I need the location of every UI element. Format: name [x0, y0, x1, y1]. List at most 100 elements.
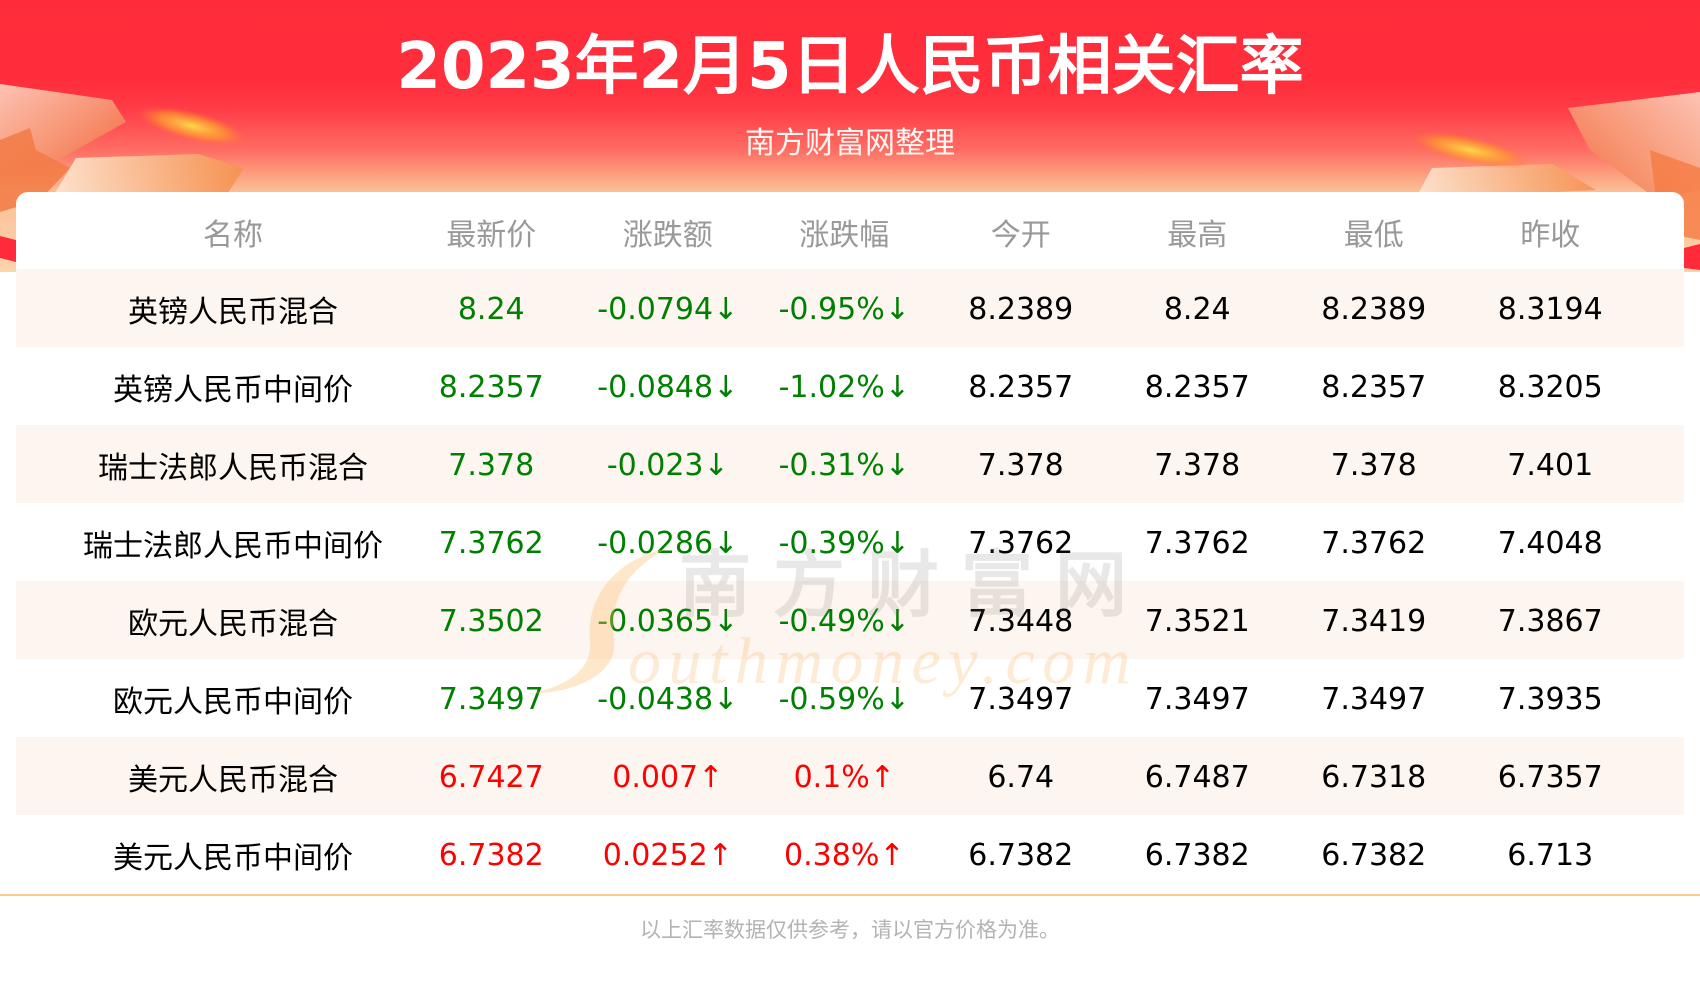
change-percent: 0.38%↑ [756, 836, 933, 873]
prev-close-price: 6.7357 [1497, 759, 1603, 795]
open-price: 7.3448 [968, 603, 1074, 639]
change-amount-value: -0.0286 [597, 525, 714, 561]
change-amount: -0.0286↓ [580, 524, 757, 561]
change-percent-value: 0.1% [793, 759, 870, 795]
change-amount: 0.0252↑ [580, 836, 757, 873]
high-price: 7.3521 [1144, 603, 1250, 639]
arrow-down-icon: ↓ [703, 447, 729, 483]
arrow-down-icon: ↓ [713, 369, 739, 405]
page-title: 2023年2月5日人民币相关汇率 [396, 30, 1304, 104]
change-percent-value: -0.31% [778, 447, 885, 483]
table-row: 欧元人民币中间价 7.3497 -0.0438↓ -0.59%↓ 7.3497 … [16, 659, 1684, 737]
latest-price: 6.7427 [438, 759, 544, 795]
high-price: 7.3497 [1144, 681, 1250, 717]
change-percent-value: -0.39% [778, 525, 885, 561]
change-amount-value: -0.0848 [597, 369, 714, 405]
prev-close-price: 8.3194 [1497, 291, 1603, 327]
latest-price: 7.378 [448, 447, 535, 483]
currency-pair-name: 美元人民币中间价 [113, 841, 353, 876]
table-row: 英镑人民币中间价 8.2357 -0.0848↓ -1.02%↓ 8.2357 … [16, 347, 1684, 425]
arrow-down-icon: ↓ [884, 447, 910, 483]
change-percent-value: -1.02% [778, 369, 885, 405]
open-price: 7.3497 [968, 681, 1074, 717]
prev-close-price: 8.3205 [1497, 369, 1603, 405]
high-price: 6.7382 [1144, 837, 1250, 873]
change-percent-value: -0.59% [778, 681, 885, 717]
change-amount: 0.007↑ [580, 758, 757, 795]
column-header-name: 名称 [203, 217, 263, 253]
change-percent: -0.39%↓ [756, 524, 933, 561]
change-amount: -0.0438↓ [580, 680, 757, 717]
column-header-change-pct: 涨跌幅 [799, 217, 890, 253]
arrow-down-icon: ↓ [713, 291, 739, 327]
open-price: 6.74 [987, 759, 1055, 795]
high-price: 7.378 [1154, 447, 1241, 483]
change-amount-value: -0.0794 [597, 291, 714, 327]
table-row: 美元人民币中间价 6.7382 0.0252↑ 0.38%↑ 6.7382 6.… [16, 815, 1684, 893]
arrow-down-icon: ↓ [884, 291, 910, 327]
open-price: 6.7382 [968, 837, 1074, 873]
column-header-low: 最低 [1343, 217, 1404, 253]
column-header-change: 涨跌额 [622, 217, 713, 253]
latest-price: 8.24 [457, 291, 525, 327]
column-header-prev-close: 昨收 [1520, 217, 1581, 253]
change-percent-value: 0.38% [784, 837, 880, 873]
prev-close-price: 7.3935 [1497, 681, 1603, 717]
table-header-row: 名称 最新价 涨跌额 涨跌幅 今开 最高 最低 昨收 [16, 192, 1684, 269]
low-price: 7.3762 [1321, 525, 1427, 561]
change-percent: 0.1%↑ [756, 758, 933, 795]
disclaimer-note: 以上汇率数据仅供参考，请以官方价格为准。 [640, 918, 1060, 942]
arrow-up-icon: ↑ [879, 837, 905, 873]
currency-pair-name: 欧元人民币混合 [128, 607, 338, 642]
page-subtitle: 南方财富网整理 [745, 126, 955, 161]
change-amount: -0.0365↓ [580, 602, 757, 639]
arrow-down-icon: ↓ [884, 525, 910, 561]
open-price: 8.2389 [968, 291, 1074, 327]
low-price: 6.7382 [1321, 837, 1427, 873]
change-amount-value: -0.0438 [597, 681, 714, 717]
currency-pair-name: 欧元人民币中间价 [113, 685, 353, 720]
currency-pair-name: 美元人民币混合 [128, 763, 338, 798]
latest-price: 6.7382 [438, 837, 544, 873]
low-price: 8.2357 [1321, 369, 1427, 405]
arrow-up-icon: ↑ [707, 837, 733, 873]
change-percent: -0.59%↓ [756, 680, 933, 717]
currency-pair-name: 瑞士法郎人民币中间价 [83, 529, 383, 564]
footer-divider [0, 894, 1700, 896]
high-price: 8.24 [1163, 291, 1231, 327]
change-percent: -0.95%↓ [756, 290, 933, 327]
column-header-high: 最高 [1167, 217, 1228, 253]
change-percent-value: -0.95% [778, 291, 885, 327]
low-price: 8.2389 [1321, 291, 1427, 327]
change-amount-value: -0.0365 [597, 603, 714, 639]
table-row: 欧元人民币混合 7.3502 -0.0365↓ -0.49%↓ 7.3448 7… [16, 581, 1684, 659]
arrow-down-icon: ↓ [884, 681, 910, 717]
change-amount-value: 0.0252 [602, 837, 708, 873]
table-row: 美元人民币混合 6.7427 0.007↑ 0.1%↑ 6.74 6.7487 … [16, 737, 1684, 815]
high-price: 6.7487 [1144, 759, 1250, 795]
low-price: 7.378 [1330, 447, 1417, 483]
change-amount-value: 0.007 [612, 759, 699, 795]
change-percent-value: -0.49% [778, 603, 885, 639]
prev-close-price: 7.3867 [1497, 603, 1603, 639]
currency-pair-name: 瑞士法郎人民币混合 [98, 451, 368, 486]
change-amount: -0.0848↓ [580, 368, 757, 405]
arrow-down-icon: ↓ [713, 525, 739, 561]
open-price: 8.2357 [968, 369, 1074, 405]
yuan-3d-icon-left [0, 84, 244, 262]
latest-price: 7.3502 [438, 603, 544, 639]
prev-close-price: 7.401 [1507, 447, 1594, 483]
change-amount: -0.023↓ [580, 446, 757, 483]
high-price: 8.2357 [1144, 369, 1250, 405]
change-amount: -0.0794↓ [580, 290, 757, 327]
open-price: 7.3762 [968, 525, 1074, 561]
high-price: 7.3762 [1144, 525, 1250, 561]
change-percent: -0.49%↓ [756, 602, 933, 639]
latest-price: 7.3497 [438, 681, 544, 717]
coin-glow-icon-right [1409, 131, 1531, 169]
latest-price: 8.2357 [438, 369, 544, 405]
latest-price: 7.3762 [438, 525, 544, 561]
table-row: 瑞士法郎人民币中间价 7.3762 -0.0286↓ -0.39%↓ 7.376… [16, 503, 1684, 581]
arrow-down-icon: ↓ [713, 603, 739, 639]
change-percent: -1.02%↓ [756, 368, 933, 405]
